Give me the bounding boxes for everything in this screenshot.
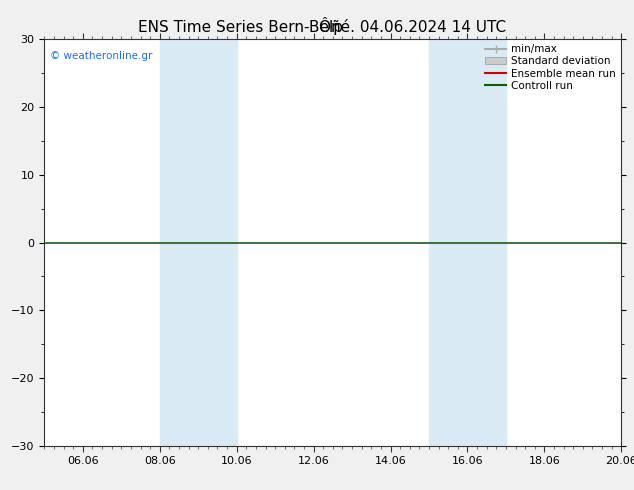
Bar: [160, 39, 236, 446]
Text: Ôñé. 04.06.2024 14 UTC: Ôñé. 04.06.2024 14 UTC: [318, 20, 506, 35]
Text: © weatheronline.gr: © weatheronline.gr: [50, 51, 153, 61]
Legend: min/max, Standard deviation, Ensemble mean run, Controll run: min/max, Standard deviation, Ensemble me…: [483, 42, 618, 93]
Bar: [429, 39, 506, 446]
Text: ENS Time Series Bern-Belp: ENS Time Series Bern-Belp: [138, 20, 344, 35]
